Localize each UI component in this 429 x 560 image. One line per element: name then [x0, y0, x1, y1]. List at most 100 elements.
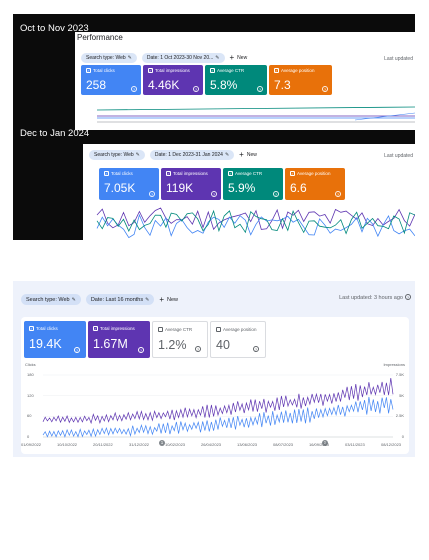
x-axis-label: 10/10/2022: [57, 442, 78, 447]
help-icon[interactable]: ?: [335, 191, 341, 197]
help-icon[interactable]: ?: [257, 86, 263, 92]
new-filter-button[interactable]: + New: [159, 294, 178, 304]
edit-icon: ✎: [127, 55, 132, 61]
new-filter-button[interactable]: + New: [229, 53, 248, 62]
help-icon[interactable]: ?: [253, 346, 259, 352]
last-updated-label: Last updated: [384, 56, 413, 62]
date-filter[interactable]: Date: 1 Oct 2023-30 Nov 20... ✎: [141, 53, 225, 63]
clicks-line-tail: [354, 112, 415, 121]
checkbox-checked-icon: ✓: [86, 68, 91, 73]
search-type-filter[interactable]: Search type: Web ✎: [89, 150, 145, 160]
filter-toolbar: Search type: Web ✎ Date: 1 Oct 2023-30 No…: [81, 53, 247, 63]
checkbox-checked-icon: ✓: [290, 171, 295, 176]
plus-icon: +: [239, 150, 244, 159]
x-axis-label: 03/11/2023: [345, 442, 365, 447]
x-axis-label: 08/07/2023: [273, 442, 294, 447]
metric-card-average-ctr[interactable]: ✓ Average CTR 5.9% ?: [223, 168, 283, 200]
metric-card-average-position[interactable]: ✓ Average position 7.3 ?: [269, 65, 332, 95]
date-filter[interactable]: Date: 1 Dec 2023-31 Jan 2024 ✎: [149, 150, 235, 160]
edit-icon: ✎: [215, 55, 220, 61]
left-axis-tick: 0: [27, 434, 30, 439]
annotation-marker[interactable]: 1: [322, 440, 328, 446]
help-icon[interactable]: ?: [193, 86, 199, 92]
plus-icon: +: [159, 294, 164, 304]
checkbox-checked-icon: ✓: [29, 326, 34, 331]
impressions-series-line: [42, 378, 394, 425]
checkbox-checked-icon: ✓: [228, 171, 233, 176]
filter-toolbar: Search type: Web ✎ Date: Last 16 months ✎ …: [21, 294, 178, 305]
x-axis-label: 10/02/2023: [165, 442, 186, 447]
annotation-marker[interactable]: 1: [159, 440, 165, 446]
metric-value: 4.46K: [148, 78, 180, 92]
checkbox-unchecked-icon: [158, 327, 163, 332]
right-axis-tick: 0: [401, 434, 404, 439]
x-axis-label: 26/04/2023: [201, 442, 222, 447]
left-axis-tick: 60: [27, 413, 32, 419]
x-axis-label: 01/09/2022: [21, 442, 42, 447]
metric-card-average-position[interactable]: ✓ Average position 6.6 ?: [285, 168, 345, 200]
ctr-line: [96, 106, 415, 111]
metric-card-total-impressions[interactable]: ✓ Total impressions 1.67M ?: [88, 321, 150, 358]
right-axis-title: Impressions: [383, 362, 405, 367]
left-axis-title: Clicks: [25, 362, 36, 367]
checkbox-checked-icon: ✓: [274, 68, 279, 73]
checkbox-checked-icon: ✓: [166, 171, 171, 176]
x-axis-label: 16/09/2023: [309, 442, 330, 447]
help-icon[interactable]: ?: [405, 294, 411, 300]
date-filter[interactable]: Date: Last 16 months ✎: [85, 294, 155, 305]
trend-chart-oct-nov: [96, 106, 415, 123]
metric-value: 7.05K: [104, 181, 136, 195]
metric-value: 258: [86, 78, 107, 92]
metric-value: 40: [216, 338, 230, 352]
search-type-filter[interactable]: Search type: Web ✎: [81, 53, 137, 63]
metric-card-total-clicks[interactable]: ✓ Total clicks 7.05K ?: [99, 168, 159, 200]
last-updated-label: Last updated: 3 hours ago?: [339, 294, 411, 301]
metric-value: 7.3: [274, 78, 291, 92]
search-type-filter[interactable]: Search type: Web ✎: [21, 294, 81, 305]
edit-icon: ✎: [224, 152, 230, 158]
right-axis-tick: 5K: [399, 392, 404, 398]
metric-value: 19.4K: [29, 337, 62, 351]
metric-card-average-ctr[interactable]: Average CTR 1.2% ?: [152, 321, 208, 358]
metric-card-average-position[interactable]: Average position 40 ?: [210, 321, 266, 358]
metric-card-total-clicks[interactable]: ✓ Total clicks 258 ?: [81, 65, 141, 95]
clicks-series-line: [42, 396, 394, 438]
clicks-impressions-line-chart: [42, 374, 394, 438]
trend-chart-dec-jan: [96, 207, 415, 239]
trend-line: [96, 209, 415, 235]
edit-icon: ✎: [71, 296, 76, 303]
period-comparison-panel: Oct to Nov 2023 Performance Search type:…: [13, 14, 415, 240]
period-label-oct-nov: Oct to Nov 2023: [20, 23, 89, 34]
metric-card-average-ctr[interactable]: ✓ Average CTR 5.8% ?: [205, 65, 267, 95]
trend-line: [96, 213, 415, 239]
help-icon[interactable]: ?: [74, 347, 80, 353]
page-title: Performance: [77, 33, 123, 42]
metric-value: 1.2%: [158, 338, 187, 352]
metric-value: 1.67M: [93, 337, 128, 351]
help-icon[interactable]: ?: [322, 86, 328, 92]
right-axis-tick: 2.5K: [395, 413, 404, 419]
left-axis-tick: 180: [27, 372, 34, 377]
help-icon[interactable]: ?: [131, 86, 137, 92]
plus-icon: +: [229, 53, 235, 62]
metric-card-total-clicks[interactable]: ✓ Total clicks 19.4K ?: [24, 321, 86, 358]
x-axis-label: 13/06/2023: [237, 442, 258, 447]
checkbox-checked-icon: ✓: [104, 171, 109, 176]
help-icon[interactable]: ?: [149, 191, 155, 197]
checkbox-checked-icon: ✓: [148, 68, 153, 73]
checkbox-checked-icon: ✓: [93, 326, 98, 331]
x-axis-label: 20/11/2022: [93, 442, 113, 447]
x-axis-label: 08/12/2023: [381, 442, 402, 447]
metric-value: 5.9%: [228, 181, 256, 195]
metric-card-total-impressions[interactable]: ✓ Total impressions 4.46K ?: [143, 65, 203, 95]
metric-card-total-impressions[interactable]: ✓ Total impressions 119K ?: [161, 168, 221, 200]
help-icon[interactable]: ?: [195, 346, 201, 352]
filter-toolbar: Search type: Web ✎ Date: 1 Dec 2023-31 Ja…: [89, 150, 257, 160]
performance-overview-16-months: Search type: Web ✎ Date: Last 16 months ✎ …: [13, 281, 415, 457]
new-filter-button[interactable]: + New: [239, 150, 257, 159]
help-icon[interactable]: ?: [138, 347, 144, 353]
help-icon[interactable]: ?: [273, 191, 279, 197]
help-icon[interactable]: ?: [211, 191, 217, 197]
metric-value: 5.8%: [210, 78, 238, 92]
metric-value: 6.6: [290, 181, 307, 195]
